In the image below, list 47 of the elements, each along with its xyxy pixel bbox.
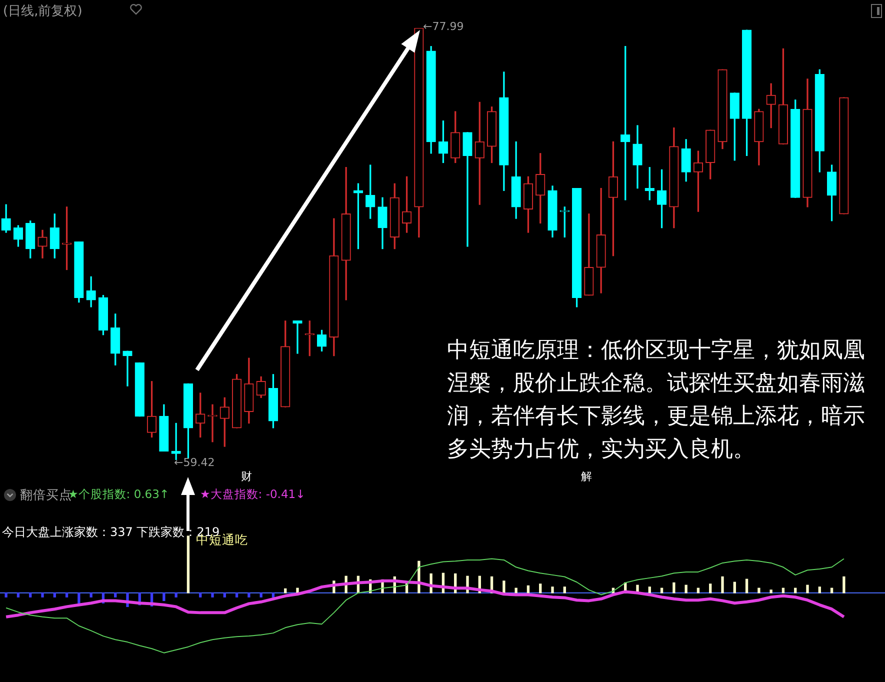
candlestick bbox=[766, 83, 776, 128]
bar bbox=[721, 576, 724, 594]
bar bbox=[223, 592, 226, 598]
bar bbox=[235, 592, 238, 598]
bar bbox=[733, 582, 736, 594]
bar bbox=[29, 592, 32, 598]
candlestick bbox=[462, 132, 472, 247]
text: 财 bbox=[241, 469, 252, 484]
bar bbox=[78, 592, 80, 604]
bar bbox=[770, 590, 772, 594]
bar bbox=[758, 588, 760, 594]
bar bbox=[16, 592, 20, 598]
bar bbox=[272, 592, 275, 598]
candlestick bbox=[122, 350, 132, 386]
text: ★大盘指数: -0.41↓ bbox=[200, 487, 306, 502]
bar bbox=[162, 592, 166, 602]
bar bbox=[260, 592, 262, 598]
bar bbox=[199, 592, 202, 598]
candlestick bbox=[292, 320, 302, 354]
bar bbox=[551, 586, 554, 594]
bar bbox=[502, 580, 506, 594]
bar bbox=[41, 592, 44, 598]
bar bbox=[174, 592, 178, 598]
annotation: 中短通吃原理：低价区现十字星，犹如凤凰涅槃，股价止跌企稳。试探性买盘如春雨滋润，若伴有长下影线，更是锦上添花，暗示多头势力占优，实为买入良机。 bbox=[447, 337, 866, 464]
bar bbox=[672, 582, 676, 594]
bar bbox=[514, 588, 518, 594]
chart-title: (日线,前复权) bbox=[3, 3, 82, 20]
bar bbox=[90, 592, 92, 598]
bar bbox=[709, 584, 712, 594]
bar bbox=[563, 586, 566, 594]
annotation: ←77.99 bbox=[423, 20, 464, 33]
bar bbox=[211, 592, 214, 598]
bar bbox=[806, 584, 809, 594]
bar bbox=[745, 578, 748, 594]
bar bbox=[114, 592, 117, 598]
bar bbox=[65, 592, 68, 598]
bar bbox=[818, 586, 821, 594]
bar bbox=[4, 592, 8, 598]
bar bbox=[186, 536, 190, 594]
bar bbox=[684, 584, 688, 594]
bar bbox=[53, 592, 56, 598]
text: 解 bbox=[581, 469, 592, 484]
bar bbox=[648, 586, 651, 594]
annotation: ←59.42 bbox=[174, 456, 215, 469]
bar bbox=[842, 576, 846, 594]
bar bbox=[539, 584, 542, 594]
bar bbox=[248, 592, 250, 598]
